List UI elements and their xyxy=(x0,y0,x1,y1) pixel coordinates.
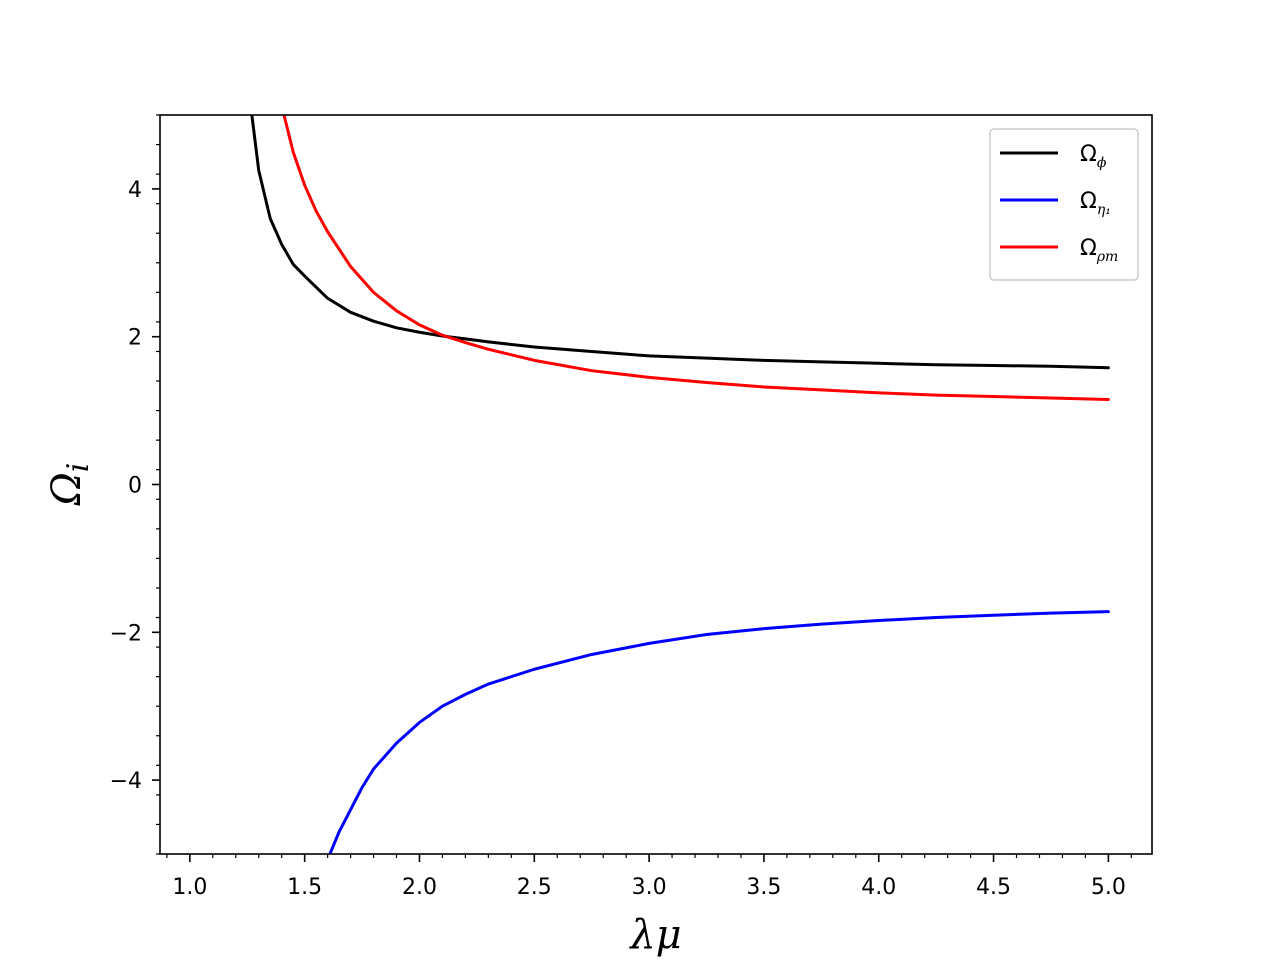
x-tick-label: 2.5 xyxy=(517,875,552,900)
x-tick-label: 2.0 xyxy=(402,875,437,900)
series-line-3 xyxy=(282,115,1110,402)
legend-label-1: Ωϕ xyxy=(1080,142,1107,171)
x-tick-label: 1.5 xyxy=(287,875,322,900)
x-tick-label: 1.0 xyxy=(172,875,207,900)
x-tick-label: 4.5 xyxy=(976,875,1011,900)
y-axis-title: Ωi xyxy=(44,463,96,507)
x-tick-label: 3.5 xyxy=(746,875,781,900)
x-tick-label: 4.0 xyxy=(861,875,896,900)
y-tick-label: −2 xyxy=(110,621,142,646)
y-axis: −4 −2 0 2 4 xyxy=(110,114,160,855)
legend-items: Ωϕ Ωη₁ Ωρm xyxy=(1000,142,1118,265)
x-axis-title: λμ xyxy=(628,912,681,958)
series-layer xyxy=(250,115,1110,854)
y-tick-label: 4 xyxy=(128,178,142,203)
y-axis-title-main: Ω xyxy=(44,472,90,506)
y-axis-title-sub: i xyxy=(61,463,96,473)
legend: Ωϕ Ωη₁ Ωρm xyxy=(989,128,1139,281)
svg-text:Ωi: Ωi xyxy=(44,463,96,507)
x-tick-label: 3.0 xyxy=(632,875,667,900)
legend-frame xyxy=(989,128,1139,281)
y-tick-label: 2 xyxy=(128,326,142,351)
y-tick-label: −4 xyxy=(110,769,142,794)
legend-label-3: Ωρm xyxy=(1080,236,1118,265)
y-tick-label: 0 xyxy=(128,474,142,499)
series-line-1 xyxy=(250,115,1110,370)
legend-label-2: Ωη₁ xyxy=(1080,189,1111,218)
series-line-2 xyxy=(328,610,1110,854)
x-axis: 1.0 1.5 2.0 2.5 3.0 3.5 4.0 4.5 5.0 xyxy=(166,854,1132,900)
x-tick-label: 5.0 xyxy=(1091,875,1126,900)
